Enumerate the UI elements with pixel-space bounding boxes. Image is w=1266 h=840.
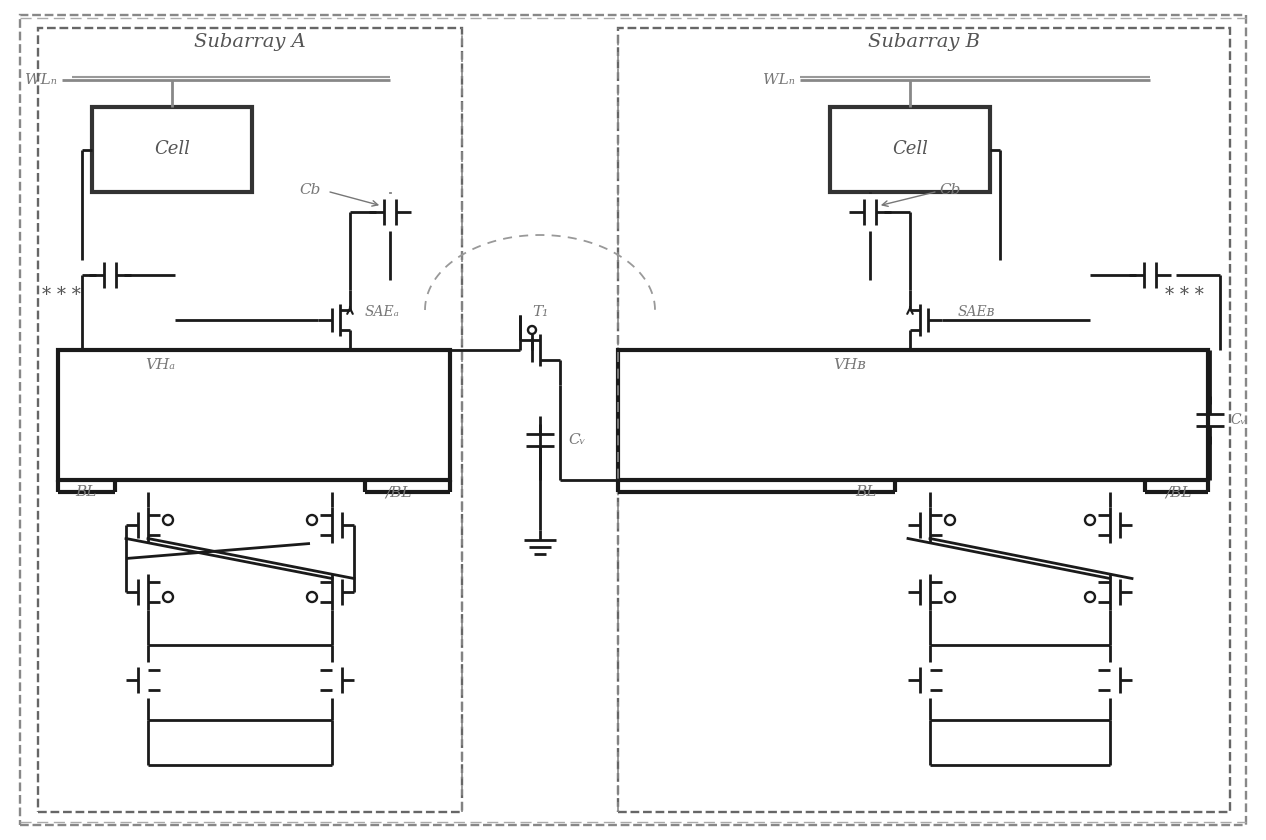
Text: WLₙ: WLₙ <box>25 73 57 87</box>
Bar <box>38 28 462 812</box>
Bar <box>92 107 252 192</box>
Text: /BL: /BL <box>1165 485 1191 499</box>
Circle shape <box>1085 515 1095 525</box>
Text: Cell: Cell <box>893 140 928 159</box>
Text: Cb: Cb <box>299 183 320 197</box>
Text: VHₐ: VHₐ <box>146 358 175 372</box>
Text: * * *: * * * <box>1165 286 1204 304</box>
Circle shape <box>1085 592 1095 602</box>
Text: T₁: T₁ <box>532 305 548 319</box>
Text: SAEʙ: SAEʙ <box>958 305 995 319</box>
Text: /BL: /BL <box>385 485 411 499</box>
Text: BL: BL <box>76 485 97 499</box>
Circle shape <box>944 515 955 525</box>
Circle shape <box>163 592 173 602</box>
Text: Cell: Cell <box>154 140 190 159</box>
Text: SAEₐ: SAEₐ <box>365 305 400 319</box>
Circle shape <box>163 515 173 525</box>
Text: VHʙ: VHʙ <box>833 358 866 372</box>
Bar <box>58 350 449 480</box>
Text: Cb: Cb <box>939 183 961 197</box>
Circle shape <box>944 592 955 602</box>
Text: WLₙ: WLₙ <box>763 73 795 87</box>
Text: Cᵥ: Cᵥ <box>1231 413 1246 427</box>
Circle shape <box>528 326 536 334</box>
Text: Subarray A: Subarray A <box>194 33 306 51</box>
Bar <box>618 350 1208 480</box>
Text: * * *: * * * <box>42 286 81 304</box>
Bar <box>830 107 990 192</box>
Bar <box>618 28 1231 812</box>
Text: BL: BL <box>856 485 877 499</box>
Circle shape <box>306 592 316 602</box>
Text: Subarray B: Subarray B <box>868 33 980 51</box>
Text: Cᵥ: Cᵥ <box>568 433 585 447</box>
Circle shape <box>306 515 316 525</box>
